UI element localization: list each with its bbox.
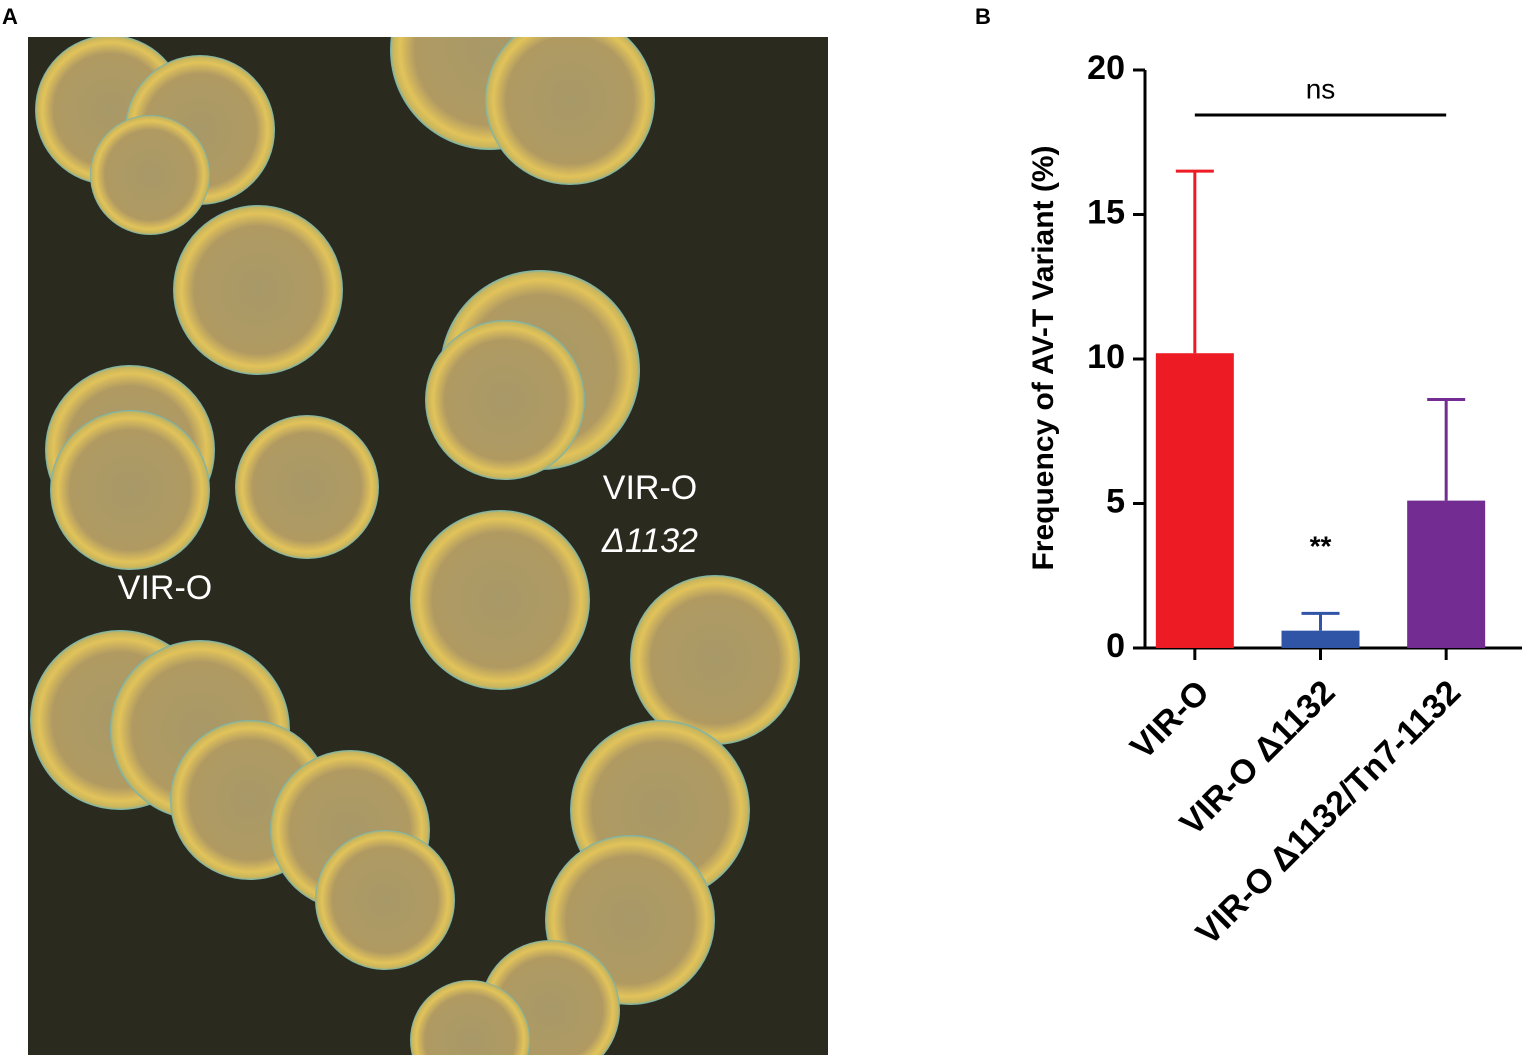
colony xyxy=(50,410,210,570)
colony xyxy=(485,37,655,185)
panel-label: B xyxy=(975,4,991,29)
x-tick-label: VIR-O Δ1132/Tn7-1132 xyxy=(1189,673,1468,952)
y-tick-label: 0 xyxy=(1106,627,1125,665)
colony xyxy=(410,980,530,1055)
y-tick-label: 20 xyxy=(1087,49,1125,87)
y-tick-label: 5 xyxy=(1106,482,1125,520)
x-tick-label: VIR-O xyxy=(1123,673,1217,767)
colony xyxy=(425,320,585,480)
colony xyxy=(173,205,343,375)
photo-label: VIR-O xyxy=(603,469,697,507)
panel-label: A xyxy=(2,4,18,29)
y-tick-label: 10 xyxy=(1087,338,1125,376)
photo-label: Δ1132 xyxy=(601,522,698,560)
significance-label: ns xyxy=(1306,73,1336,104)
photo-label: VIR-O xyxy=(118,569,212,607)
colony xyxy=(90,115,210,235)
y-tick-label: 15 xyxy=(1087,193,1125,231)
bar xyxy=(1281,630,1360,648)
colony xyxy=(410,510,590,690)
colony xyxy=(235,415,379,559)
colony xyxy=(630,575,800,745)
bar xyxy=(1407,500,1486,648)
significance-marker: ** xyxy=(1310,531,1332,562)
bar xyxy=(1155,353,1234,648)
colonies xyxy=(30,37,800,1055)
y-axis-label: Frequency of AV-T Variant (%) xyxy=(1027,145,1060,570)
colony xyxy=(315,830,455,970)
